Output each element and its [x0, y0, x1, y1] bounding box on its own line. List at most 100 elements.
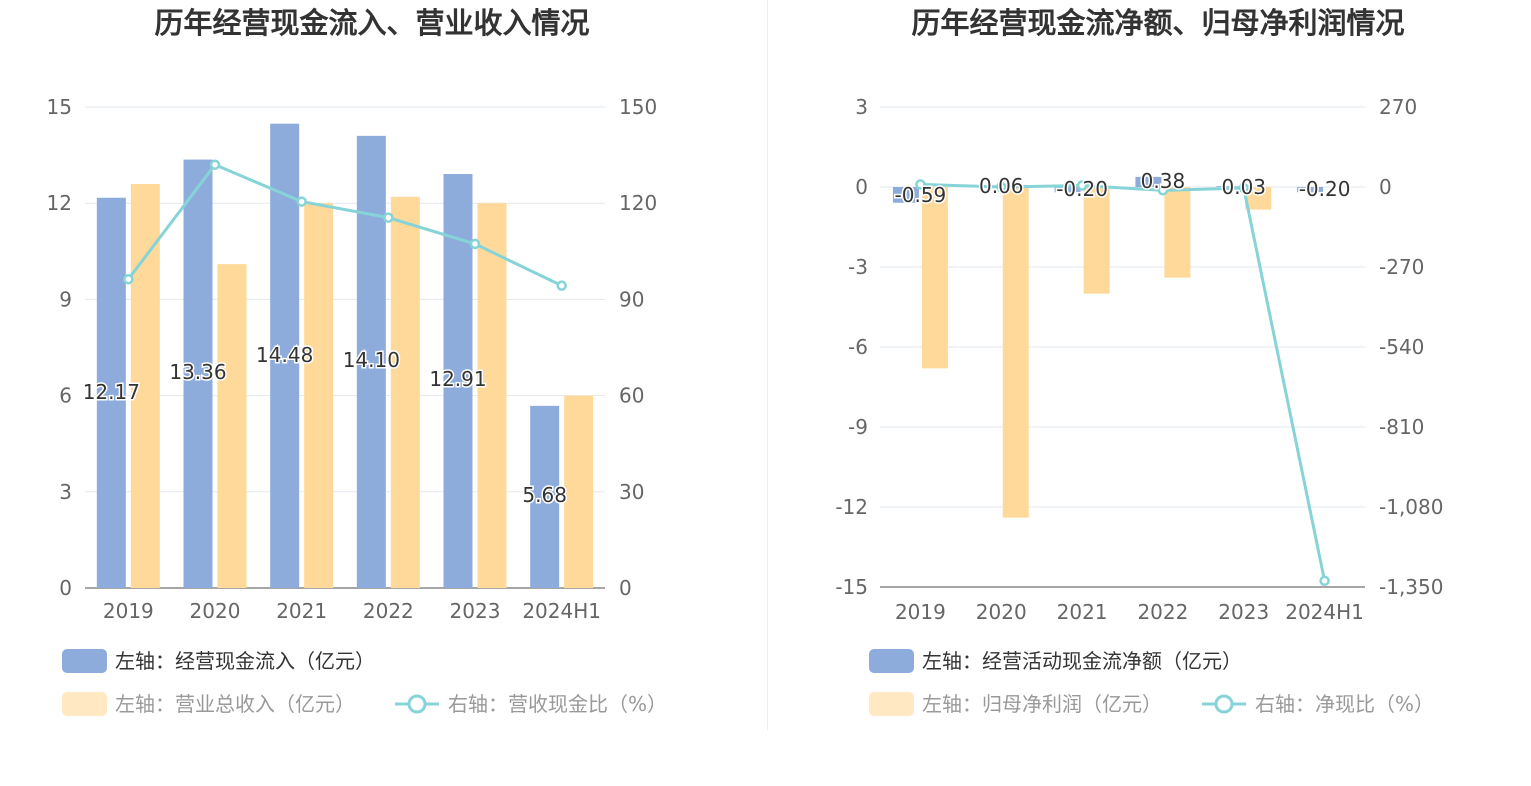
right-axis-tick-label: -1,350	[1379, 575, 1443, 599]
bar-value-label: 14.10	[343, 348, 400, 372]
ratio-point	[556, 280, 567, 291]
revenue-bar	[564, 395, 594, 588]
ratio-point	[469, 238, 481, 250]
x-axis-tick-label: 2019	[895, 600, 946, 624]
legend-label: 左轴：营业总收入（亿元）	[115, 692, 355, 716]
ratio-line	[920, 182, 1327, 582]
x-axis-tick-label: 2021	[276, 599, 327, 623]
revenue-bar	[304, 203, 334, 588]
legend-label: 左轴：归母净利润（亿元）	[922, 692, 1162, 716]
left-axis-tick-label: 3	[59, 480, 72, 504]
left-axis-tick-label: -9	[848, 415, 868, 439]
right-axis-tick-label: -810	[1379, 415, 1424, 439]
inflow-bar	[96, 197, 126, 589]
legend-label: 右轴：净现比（%）	[1255, 692, 1434, 716]
x-axis-tick-label: 2021	[1057, 600, 1108, 624]
x-axis-tick-label: 2023	[1218, 600, 1269, 624]
bar-value-label: 0.38	[1141, 169, 1186, 193]
bar-value-label: -0.59	[895, 183, 947, 207]
legend-label: 左轴：经营活动现金流净额（亿元）	[922, 649, 1242, 673]
chart-panel-right: 历年经营现金流净额、归母净利润情况 3 0 -3 -6 -9 -12 -15 270 0 -270…	[766, 0, 1531, 786]
bar-value-label: -0.20	[1299, 177, 1351, 201]
revenue-bar	[1164, 187, 1191, 278]
right-axis-tick-label: -540	[1379, 335, 1424, 359]
ratio-point	[1076, 180, 1088, 191]
legend-swatch	[62, 649, 107, 673]
inflow-bar	[530, 405, 560, 588]
inflow-bar	[270, 123, 300, 588]
inflow-bar	[892, 187, 919, 203]
legend-circle-icon	[407, 694, 427, 714]
ratio-point	[1157, 185, 1169, 196]
legend-swatch	[62, 692, 107, 716]
chart-right: 历年经营现金流净额、归母净利润情况 3 0 -3 -6 -9 -12 -15 270 0 -270…	[835, 6, 1443, 716]
inflow-bar	[183, 159, 213, 588]
inflow-bar	[1216, 186, 1243, 187]
right-axis-tick-label: -270	[1379, 255, 1424, 279]
x-axis-tick-label: 2019	[103, 599, 154, 623]
revenue-bar	[921, 187, 948, 369]
bar-value-label: 0.03	[1221, 175, 1266, 199]
left-axis-tick-label: -15	[835, 575, 868, 599]
x-axis-tick-label: 2022	[1137, 600, 1188, 624]
left-axis-tick-label: 3	[855, 95, 868, 119]
bar-value-label: 5.68	[522, 483, 567, 507]
ratio-point	[209, 159, 221, 170]
right-axis-tick-label: 0	[1379, 175, 1392, 199]
revenue-bar	[130, 183, 160, 588]
inflow-bar	[1297, 187, 1324, 193]
bar-value-label: 0.06	[979, 174, 1024, 198]
x-axis-tick-label: 2024H1	[1285, 600, 1364, 624]
ratio-point	[915, 179, 926, 190]
ratio-point	[296, 196, 307, 207]
right-axis-tick-label: 150	[619, 95, 657, 119]
right-axis-tick-label: 60	[619, 384, 644, 408]
left-axis-tick-label: 9	[59, 287, 72, 311]
bar-value-label: 12.91	[429, 367, 486, 391]
x-axis-tick-label: 2024H1	[522, 599, 601, 623]
right-axis-tick-label: 90	[619, 287, 644, 311]
ratio-point	[996, 181, 1007, 193]
bar-value-label: -0.20	[1056, 177, 1108, 201]
bar-value-label: 13.36	[169, 360, 226, 384]
left-axis-tick-label: 0	[59, 576, 72, 600]
x-axis-tick-label: 2022	[363, 599, 414, 623]
panel-divider	[767, 0, 768, 730]
chart-left: 历年经营现金流入、营业收入情况 036912150306090120150201…	[47, 6, 667, 716]
legend-circle-icon	[1214, 694, 1234, 714]
right-axis-tick-label: 30	[619, 480, 644, 504]
left-axis-tick-label: 15	[47, 95, 72, 119]
revenue-bar	[217, 264, 247, 588]
right-axis-tick-label: 0	[619, 576, 632, 600]
left-axis-tick-label: -6	[848, 335, 868, 359]
ratio-point	[1319, 575, 1330, 587]
x-axis-tick-label: 2020	[190, 599, 241, 623]
x-axis-tick-label: 2023	[450, 599, 501, 623]
right-axis-tick-label: -1,080	[1379, 495, 1443, 519]
left-axis-tick-label: -12	[835, 495, 868, 519]
left-axis-tick-label: -3	[848, 255, 868, 279]
legend-label: 右轴：营收现金比（%）	[448, 692, 667, 716]
inflow-bar	[1135, 176, 1162, 187]
right-axis-tick-label: 270	[1379, 95, 1417, 119]
bar-value-label: 12.17	[83, 380, 140, 404]
revenue-bar	[1002, 187, 1029, 518]
revenue-bar	[390, 196, 420, 588]
legend-label: 左轴：经营现金流入（亿元）	[115, 649, 375, 673]
inflow-bar	[1054, 187, 1081, 193]
chart-title: 历年经营现金流净额、归母净利润情况	[911, 6, 1404, 40]
chart-title: 历年经营现金流入、营业收入情况	[154, 6, 589, 40]
x-axis-tick-label: 2020	[976, 600, 1027, 624]
revenue-bar	[1245, 187, 1272, 210]
ratio-point	[383, 212, 394, 223]
left-axis-tick-label: 6	[59, 384, 72, 408]
left-axis-tick-label: 12	[47, 191, 72, 215]
legend-swatch	[869, 692, 914, 716]
bar-value-label: 14.48	[256, 343, 313, 367]
revenue-bar	[1083, 187, 1110, 294]
chart-panel-left: 历年经营现金流入、营业收入情况 0 3 6 9 12 15 0 30 60 90 120 150 201…	[0, 0, 765, 786]
right-axis-tick-label: 120	[619, 191, 657, 215]
ratio-point	[1238, 182, 1249, 194]
left-axis-tick-label: 0	[855, 175, 868, 199]
ratio-line	[127, 162, 563, 287]
